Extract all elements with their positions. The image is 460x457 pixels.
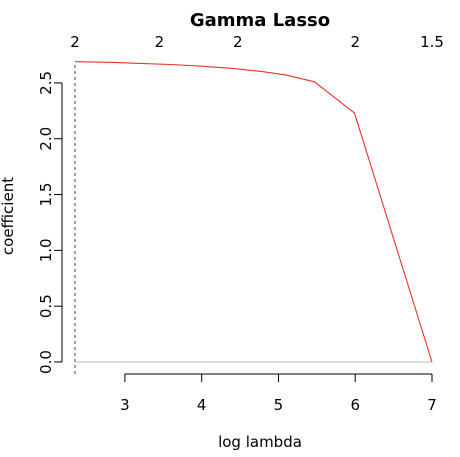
x-tick-label: 6: [350, 396, 360, 414]
axes: 3 4 5 6 7 0.0 0.5 1.0 1.5 2.0 2.5 2 2 2 2 1.5: [37, 33, 444, 414]
y-axis-title: coefficient: [0, 177, 17, 255]
series-line: [74, 61, 433, 363]
top-tick-label: 2: [350, 33, 360, 51]
y-tick-label: 2.5: [37, 71, 55, 95]
x-tick-label: 4: [197, 396, 207, 414]
reference-lines: [74, 65, 432, 374]
y-tick-label: 2.0: [37, 127, 55, 151]
top-tick-label: 2: [70, 33, 80, 51]
x-axis-title: log lambda: [218, 433, 302, 451]
series-layer: [74, 61, 433, 363]
top-tick-label: 1.5: [420, 33, 444, 51]
top-tick-label: 2: [155, 33, 165, 51]
x-tick-label: 3: [120, 396, 130, 414]
x-tick-label: 7: [427, 396, 437, 414]
y-tick-label: 0.5: [37, 294, 55, 318]
y-tick-label: 1.5: [37, 183, 55, 207]
y-tick-label: 1.0: [37, 238, 55, 262]
x-tick-label: 5: [274, 396, 284, 414]
top-tick-label: 2: [233, 33, 243, 51]
chart-title: Gamma Lasso: [190, 10, 330, 31]
y-tick-label: 0.0: [37, 350, 55, 374]
